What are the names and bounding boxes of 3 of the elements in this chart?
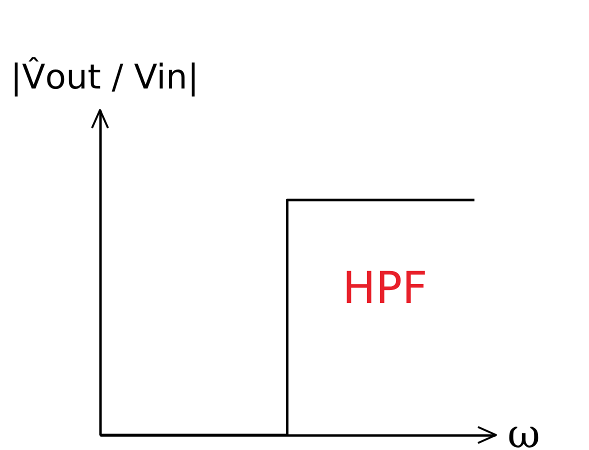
y-axis-title: |V̂out / Vin| [10, 56, 199, 98]
annotation: HPF [342, 263, 428, 314]
x-axis-title: ω [508, 412, 540, 450]
